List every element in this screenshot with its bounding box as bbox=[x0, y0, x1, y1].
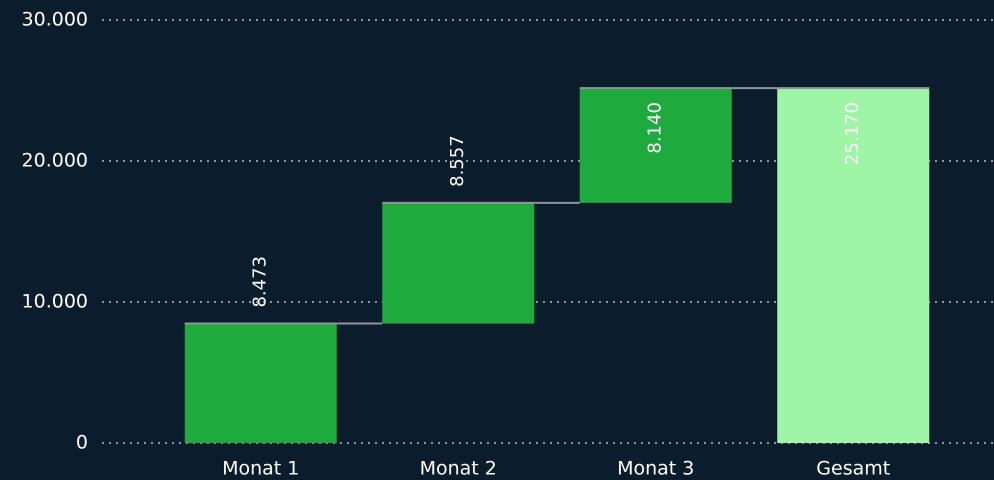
y-tick-label: 10.000 bbox=[22, 291, 88, 313]
y-tick-label: 30.000 bbox=[22, 9, 88, 31]
x-tick-label: Monat 1 bbox=[222, 458, 299, 480]
bar bbox=[777, 88, 930, 443]
value-label: 8.557 bbox=[447, 135, 468, 187]
bar bbox=[184, 323, 337, 443]
bar bbox=[579, 88, 732, 203]
x-tick-label: Monat 3 bbox=[617, 458, 694, 480]
y-tick-label: 0 bbox=[76, 432, 88, 454]
bar bbox=[382, 202, 535, 324]
y-tick-label: 20.000 bbox=[22, 150, 88, 172]
value-label: 8.140 bbox=[645, 102, 666, 154]
value-label: 25.170 bbox=[842, 102, 863, 165]
value-label: 8.473 bbox=[250, 256, 271, 308]
x-tick-label: Gesamt bbox=[816, 458, 890, 480]
x-tick-label: Monat 2 bbox=[420, 458, 497, 480]
